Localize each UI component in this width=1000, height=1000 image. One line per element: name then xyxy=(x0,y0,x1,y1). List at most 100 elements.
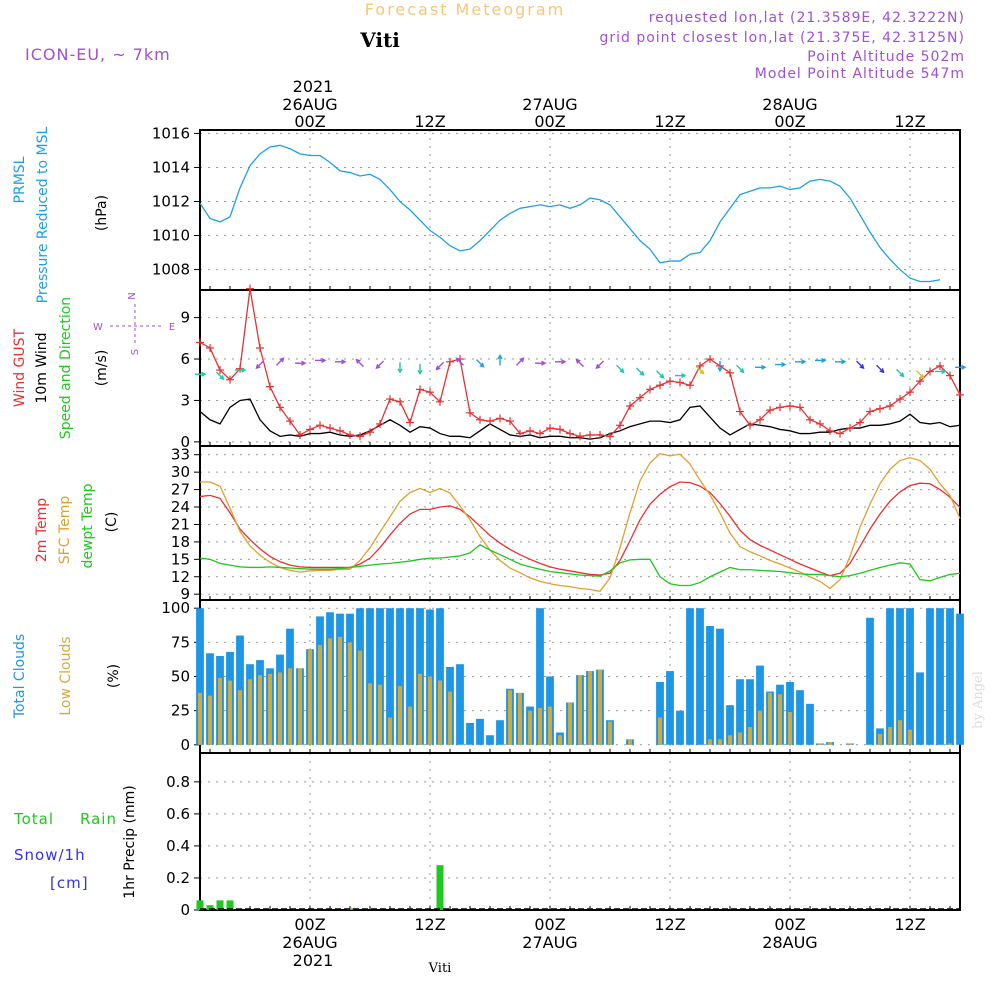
compass-south: S xyxy=(130,349,141,355)
y-tick-label: 30 xyxy=(171,463,190,481)
wind-arrow xyxy=(575,358,584,368)
y-tick-label: 0.4 xyxy=(166,837,190,855)
bottom-time-label: 12Z xyxy=(654,915,685,934)
low-cloud-bar xyxy=(198,692,202,745)
wind-arrow xyxy=(497,353,503,366)
gust-marker xyxy=(406,418,414,427)
low-cloud-bar xyxy=(268,673,272,745)
gust-marker xyxy=(736,407,744,416)
gust-marker xyxy=(656,381,664,390)
total-cloud-bar xyxy=(496,720,504,745)
y-tick-label: 1008 xyxy=(152,261,190,279)
gust-marker xyxy=(906,388,914,397)
gust-marker xyxy=(266,382,274,391)
total-cloud-bar xyxy=(886,608,894,745)
total-cloud-bar xyxy=(656,681,664,745)
total-cloud-bar xyxy=(396,608,404,745)
wind-arrow xyxy=(375,360,384,370)
total-cloud-bar xyxy=(946,608,954,745)
gust-marker xyxy=(606,432,614,441)
total-cloud-bar xyxy=(666,671,674,745)
panel-2: 0 3 6 9 xyxy=(180,289,961,451)
y-tick-label: 9 xyxy=(180,309,190,327)
y-tick-label: 1010 xyxy=(152,227,190,245)
low-cloud-bar xyxy=(288,668,292,745)
total-cloud-bar xyxy=(956,613,964,745)
total-cloud-bar xyxy=(706,625,714,745)
gust-marker xyxy=(506,417,514,426)
total-cloud-bar xyxy=(746,679,754,745)
gust-marker xyxy=(356,432,364,441)
y-tick-label: 24 xyxy=(171,498,190,516)
total-cloud-bar xyxy=(896,608,904,745)
gust-marker xyxy=(836,429,844,438)
y-tick-label: 12 xyxy=(171,568,190,586)
total-cloud-bar xyxy=(926,608,934,745)
low-cloud-bar xyxy=(398,686,402,745)
low-cloud-bar xyxy=(878,733,882,745)
low-cloud-bar xyxy=(758,710,762,745)
low-cloud-bar xyxy=(588,671,592,745)
total-cloud-bar xyxy=(916,672,924,745)
bottom-time-label: 00Z xyxy=(774,915,805,934)
gust-marker xyxy=(756,415,764,424)
gust-marker xyxy=(956,390,964,399)
low-cloud-bar xyxy=(528,710,532,745)
gust-marker xyxy=(726,368,734,377)
bottom-date-label: 26AUG xyxy=(282,933,337,952)
low-cloud-bar xyxy=(628,739,632,745)
wind-arrow xyxy=(835,359,847,365)
total-cloud-bar xyxy=(716,628,724,745)
requested-coords: requested lon,lat (21.3589E, 42.3222N) xyxy=(649,10,965,26)
y-tick-label: 1016 xyxy=(152,124,190,142)
gust-marker xyxy=(566,429,574,438)
total-clouds-label: Total Clouds xyxy=(12,634,28,719)
sfc-temp-line xyxy=(200,452,961,592)
wind-arrow xyxy=(216,371,225,381)
bottom-time-label: 12Z xyxy=(894,915,925,934)
low-cloud-bar xyxy=(258,675,262,745)
pressure-line xyxy=(199,144,941,283)
panel-5: 0 0.2 0.4 0.6 0.8 xyxy=(166,752,961,919)
wind-unit: (m/s) xyxy=(94,350,110,387)
gust-marker xyxy=(256,343,264,352)
wind-arrow xyxy=(195,371,207,377)
temp-unit: (C) xyxy=(104,512,120,533)
gust-marker xyxy=(646,385,654,394)
wind-arrow xyxy=(516,357,525,366)
gust-marker xyxy=(516,429,524,438)
wind-arrow xyxy=(535,360,547,366)
y-tick-label: 100 xyxy=(161,599,190,617)
low-cloud-bar xyxy=(578,675,582,745)
y-tick-label: 0.8 xyxy=(166,773,190,791)
low-cloud-bar xyxy=(358,650,362,745)
gust-marker xyxy=(376,419,384,428)
low-cloud-bar xyxy=(538,707,542,745)
grid-point-coords: grid point closest lon,lat (21.375E, 42.… xyxy=(599,30,965,46)
low-cloud-bar xyxy=(748,727,752,745)
watermark: by Angel xyxy=(971,671,986,729)
total-cloud-bar xyxy=(536,608,544,745)
gust-marker xyxy=(746,421,754,430)
y-tick-label: 1012 xyxy=(152,192,190,210)
low-cloud-bar xyxy=(738,732,742,745)
gust-marker xyxy=(276,403,284,412)
rain-label: Rain xyxy=(80,810,117,828)
rain-bar xyxy=(206,905,214,910)
low-cloud-bar xyxy=(428,676,432,745)
temp2m-line xyxy=(199,481,961,577)
gust-marker xyxy=(326,424,334,433)
wind-label: 10m Wind xyxy=(34,332,50,403)
top-time-label: 12Z xyxy=(414,112,445,131)
low-cloud-bar xyxy=(898,720,902,745)
total-cloud-bar xyxy=(476,718,484,745)
low-cloud-bar xyxy=(278,672,282,745)
low-cloud-bar xyxy=(238,690,242,745)
panel-1: 1008 1010 1012 1014 1016 xyxy=(152,124,961,291)
gust-marker xyxy=(816,419,824,428)
wind-arrow xyxy=(775,362,787,368)
point-altitude: Point Altitude 502m xyxy=(807,49,965,65)
gust-marker xyxy=(796,403,804,412)
y-tick-label: 0.2 xyxy=(166,869,190,887)
